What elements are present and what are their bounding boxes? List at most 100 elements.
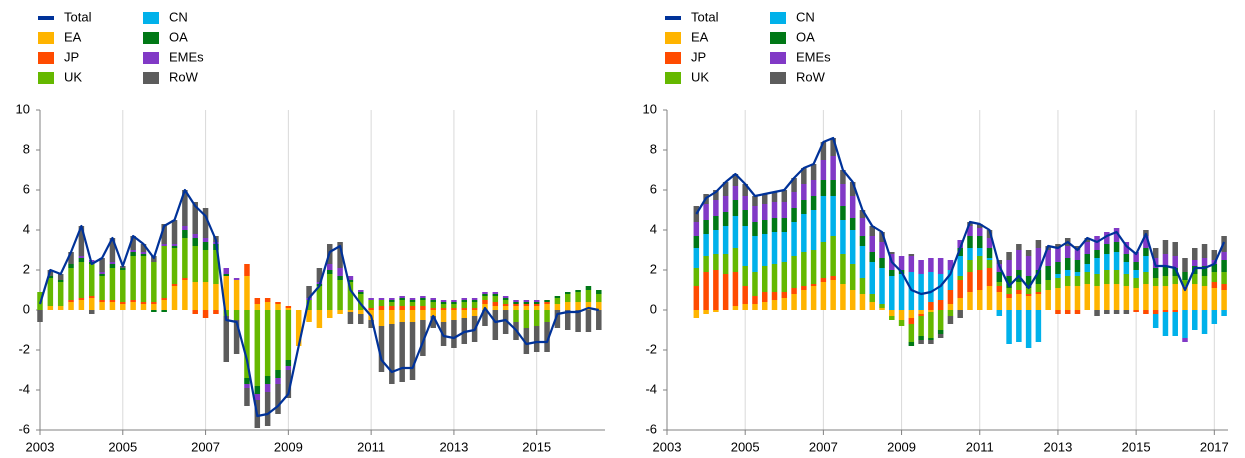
bar-segment bbox=[761, 292, 768, 302]
bar-segment bbox=[1035, 284, 1042, 292]
bar-segment bbox=[859, 218, 866, 236]
bar-segment bbox=[389, 302, 395, 306]
bar-segment bbox=[368, 320, 374, 328]
bar-segment bbox=[1084, 254, 1091, 264]
bar-segment bbox=[849, 182, 856, 196]
bar-segment bbox=[316, 310, 323, 328]
bar-segment bbox=[1162, 276, 1169, 286]
bar-segment bbox=[1123, 254, 1130, 262]
bar-segment bbox=[781, 218, 788, 232]
bar-segment bbox=[585, 302, 592, 310]
bar-segment bbox=[693, 310, 700, 318]
bar-segment bbox=[977, 224, 983, 228]
y-tick-label: -2 bbox=[645, 341, 657, 356]
bar-segment bbox=[771, 300, 778, 310]
bar-segment bbox=[752, 222, 758, 236]
legend-label: EA bbox=[64, 29, 82, 44]
bar-segment bbox=[492, 294, 499, 296]
bar-segment bbox=[908, 256, 915, 272]
bar-segment bbox=[928, 258, 934, 272]
bar-segment bbox=[399, 322, 405, 382]
legend-swatch bbox=[770, 72, 786, 84]
x-tick-label: 2017 bbox=[1200, 439, 1229, 454]
bar-segment bbox=[264, 310, 271, 376]
bar-segment bbox=[810, 250, 817, 284]
bar-segment bbox=[820, 142, 827, 160]
bar-segment bbox=[461, 300, 468, 302]
legend-swatch bbox=[770, 12, 786, 24]
bar-segment bbox=[928, 272, 934, 302]
bar-segment bbox=[1006, 260, 1012, 276]
bar-segment bbox=[1192, 284, 1198, 310]
bar-segment bbox=[1016, 310, 1022, 342]
bar-segment bbox=[409, 310, 416, 322]
bar-segment bbox=[1152, 248, 1159, 258]
bar-segment bbox=[502, 300, 509, 304]
bar-segment bbox=[564, 302, 571, 310]
bar-segment bbox=[109, 300, 116, 302]
bar-segment bbox=[693, 236, 700, 248]
bar-segment bbox=[264, 384, 271, 392]
bar-segment bbox=[502, 298, 509, 300]
bar-segment bbox=[223, 316, 230, 362]
bar-segment bbox=[908, 342, 915, 346]
bar-segment bbox=[233, 320, 240, 354]
x-tick-label: 2005 bbox=[731, 439, 760, 454]
bar-segment bbox=[57, 280, 64, 282]
bar-segment bbox=[986, 268, 993, 286]
bar-segment bbox=[399, 298, 405, 300]
bar-segment bbox=[275, 310, 281, 370]
bar-segment bbox=[68, 252, 74, 264]
bar-segment bbox=[513, 302, 519, 304]
y-tick-label: 10 bbox=[16, 101, 30, 116]
bar-segment bbox=[471, 310, 478, 316]
legend-label: OA bbox=[169, 29, 188, 44]
bar-segment bbox=[378, 326, 385, 372]
bar-segment bbox=[554, 298, 561, 304]
bar-segment bbox=[223, 274, 230, 276]
bar-segment bbox=[1123, 274, 1130, 286]
bar-segment bbox=[564, 292, 571, 294]
bar-segment bbox=[1064, 286, 1071, 310]
bar-segment bbox=[523, 304, 530, 306]
bar-segment bbox=[1035, 248, 1042, 270]
bar-segment bbox=[1006, 252, 1012, 260]
bar-segment bbox=[430, 302, 436, 308]
bar-segment bbox=[1221, 284, 1227, 290]
bar-segment bbox=[337, 276, 343, 280]
y-tick-label: -2 bbox=[18, 341, 30, 356]
bar-segment bbox=[732, 216, 739, 248]
bar-segment bbox=[967, 272, 973, 292]
bar-segment bbox=[420, 306, 426, 310]
bar-segment bbox=[722, 274, 729, 310]
y-tick-label: 6 bbox=[23, 181, 30, 196]
bar-segment bbox=[326, 310, 333, 318]
bar-segment bbox=[801, 286, 807, 290]
legend-swatch bbox=[665, 16, 681, 20]
bar-segment bbox=[849, 264, 856, 290]
bar-segment bbox=[869, 226, 875, 236]
bar-segment bbox=[254, 386, 261, 394]
legend-swatch bbox=[38, 52, 54, 64]
bar-segment bbox=[967, 292, 973, 310]
bar-segment bbox=[316, 286, 323, 310]
bar-segment bbox=[233, 280, 240, 310]
legend-swatch bbox=[38, 32, 54, 44]
bar-segment bbox=[1162, 240, 1169, 254]
bar-segment bbox=[202, 208, 209, 238]
x-tick-label: 2013 bbox=[1043, 439, 1072, 454]
y-tick-label: 6 bbox=[650, 181, 657, 196]
bar-segment bbox=[1074, 250, 1081, 260]
bar-segment bbox=[1055, 288, 1061, 310]
bar-segment bbox=[161, 224, 167, 244]
bar-segment bbox=[859, 210, 866, 218]
bar-segment bbox=[47, 278, 54, 306]
bar-segment bbox=[879, 308, 885, 310]
legend-swatch bbox=[38, 16, 54, 20]
bar-segment bbox=[213, 250, 219, 284]
bar-segment bbox=[1172, 268, 1178, 276]
bar-segment bbox=[1133, 288, 1139, 310]
bar-segment bbox=[544, 302, 550, 304]
bar-segment bbox=[1123, 262, 1130, 274]
bar-segment bbox=[703, 220, 709, 234]
